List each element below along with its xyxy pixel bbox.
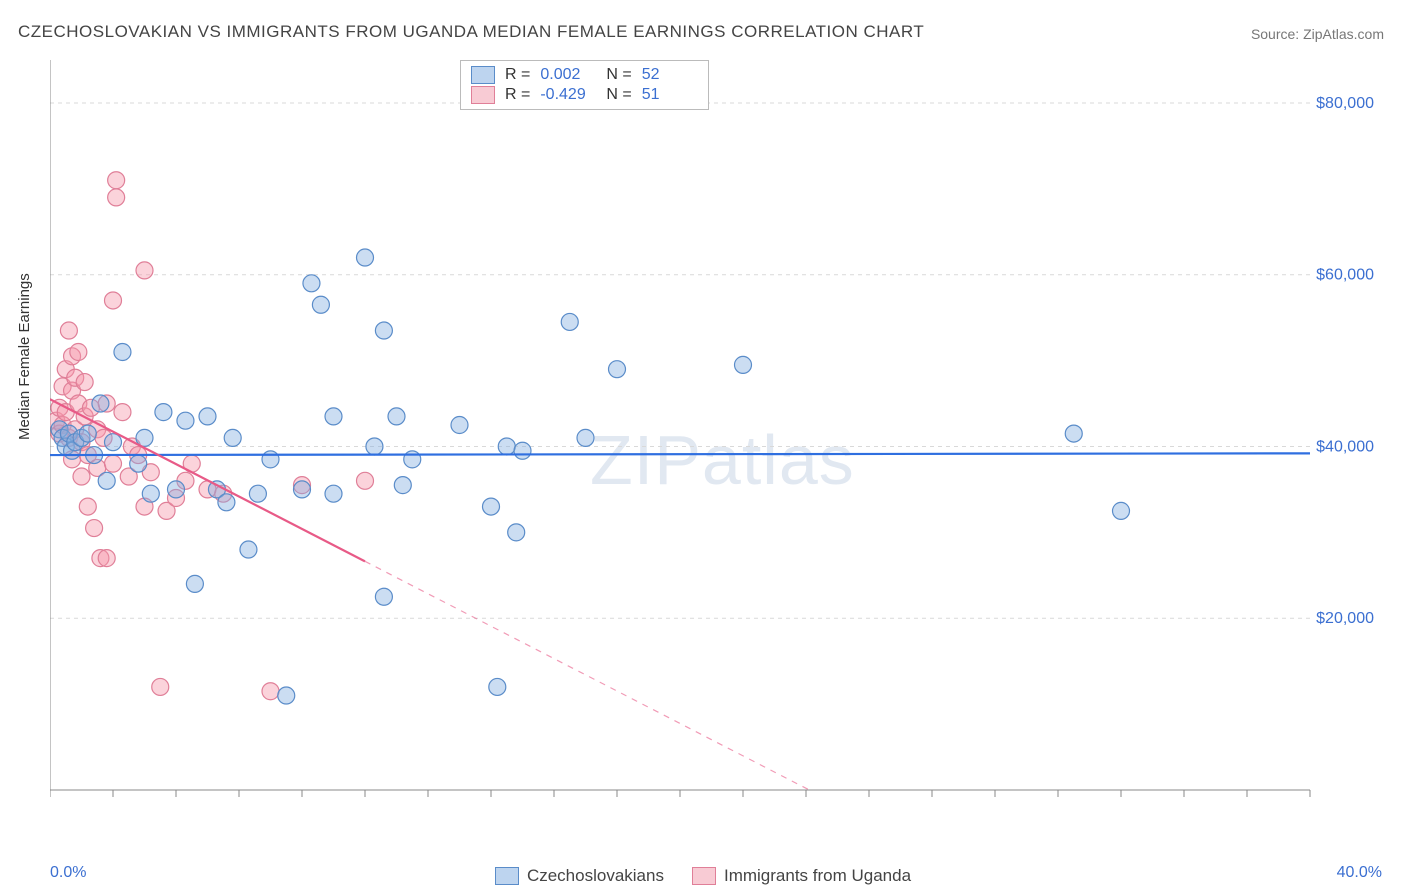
svg-text:$60,000: $60,000 — [1316, 267, 1374, 284]
swatch-pink-icon — [471, 86, 495, 104]
stats-row-series-0: R = 0.002 N = 52 — [471, 65, 698, 85]
n-label: N = — [606, 86, 631, 104]
r-label: R = — [505, 66, 530, 84]
scatter-plot: $20,000 $40,000 $60,000 $80,000 — [50, 60, 1380, 830]
r-value: 0.002 — [540, 66, 596, 84]
n-value: 51 — [642, 86, 698, 104]
chart-container: CZECHOSLOVAKIAN VS IMMIGRANTS FROM UGAND… — [0, 0, 1406, 892]
r-label: R = — [505, 86, 530, 104]
correlation-stats-box: R = 0.002 N = 52 R = -0.429 N = 51 — [460, 60, 709, 110]
n-label: N = — [606, 66, 631, 84]
swatch-blue-icon — [471, 66, 495, 84]
svg-text:$40,000: $40,000 — [1316, 438, 1374, 455]
n-value: 52 — [642, 66, 698, 84]
swatch-pink-icon — [692, 867, 716, 885]
series-legend: Czechoslovakians Immigrants from Uganda — [0, 866, 1406, 886]
y-axis-label: Median Female Earnings — [16, 273, 33, 440]
svg-text:$80,000: $80,000 — [1316, 95, 1374, 112]
swatch-blue-icon — [495, 867, 519, 885]
legend-label: Immigrants from Uganda — [724, 866, 911, 886]
svg-text:$20,000: $20,000 — [1316, 610, 1374, 627]
source-label: Source: ZipAtlas.com — [1251, 26, 1384, 42]
chart-title: CZECHOSLOVAKIAN VS IMMIGRANTS FROM UGAND… — [18, 22, 924, 42]
r-value: -0.429 — [540, 86, 596, 104]
legend-label: Czechoslovakians — [527, 866, 664, 886]
chart-svg: $20,000 $40,000 $60,000 $80,000 — [50, 60, 1380, 830]
legend-item-0: Czechoslovakians — [495, 866, 664, 886]
legend-item-1: Immigrants from Uganda — [692, 866, 911, 886]
stats-row-series-1: R = -0.429 N = 51 — [471, 85, 698, 105]
